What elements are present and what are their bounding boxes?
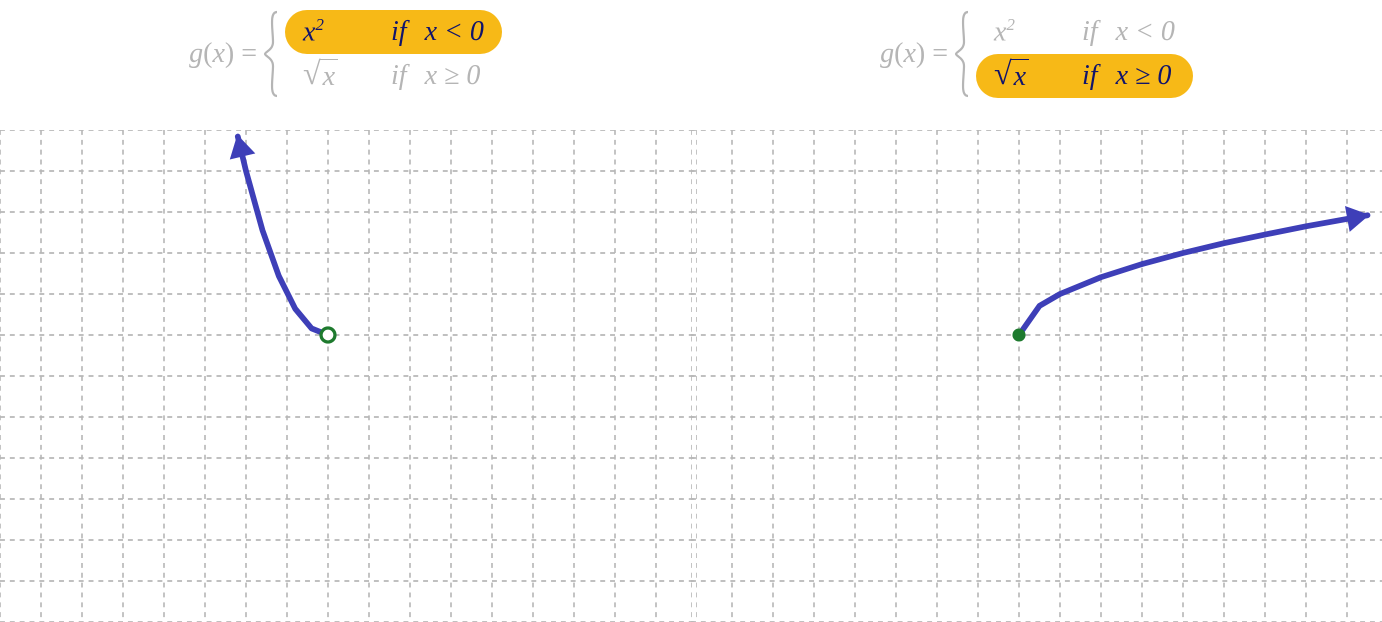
formula-lhs: g(x) =	[189, 38, 257, 70]
case2-if: if	[1082, 60, 1098, 92]
figure-container: g(x) = x2 if x < 0	[0, 0, 1382, 604]
case2-expr: √ x	[994, 59, 1064, 94]
piecewise-cases: x2 if x < 0 √ x if x ≥ 0	[976, 10, 1193, 98]
right-formula: g(x) = x2 if x < 0	[880, 10, 1193, 98]
case1-expr: x2	[994, 15, 1064, 48]
lhs-x: x	[212, 38, 224, 69]
case1-exp: 2	[315, 15, 323, 34]
case1-cond: x < 0	[1116, 16, 1175, 48]
lhs-equals: =	[932, 38, 948, 69]
lhs-g: g	[880, 38, 894, 69]
case2-surd: √	[303, 59, 321, 88]
case2-expr: √ x	[303, 59, 373, 94]
case1-exp: 2	[1006, 15, 1014, 34]
case1-expr: x2	[303, 15, 373, 48]
case1-base: x	[994, 17, 1006, 48]
brace-icon	[263, 10, 281, 98]
piecewise-cases: x2 if x < 0 √ x if x ≥ 0	[285, 10, 502, 98]
brace-icon	[954, 10, 972, 98]
case1-base: x	[303, 17, 315, 48]
right-formula-area: g(x) = x2 if x < 0	[691, 10, 1382, 110]
lhs-paren-close: )	[225, 38, 234, 69]
left-formula-area: g(x) = x2 if x < 0	[0, 10, 691, 110]
case1-if: if	[391, 16, 407, 48]
case-2-row: √ x if x ≥ 0	[285, 54, 502, 98]
left-graph	[0, 130, 691, 604]
case2-radicand: x	[320, 59, 338, 94]
case2-cond: x ≥ 0	[425, 60, 481, 92]
right-graph-svg	[691, 130, 1382, 622]
right-graph	[691, 130, 1382, 604]
case2-radicand: x	[1011, 59, 1029, 94]
lhs-g: g	[189, 38, 203, 69]
left-graph-svg	[0, 130, 697, 622]
lhs-paren-close: )	[916, 38, 925, 69]
case2-cond: x ≥ 0	[1116, 60, 1172, 92]
case1-if: if	[1082, 16, 1098, 48]
left-panel: g(x) = x2 if x < 0	[0, 0, 691, 604]
lhs-x: x	[903, 38, 915, 69]
case-1-row: x2 if x < 0	[976, 10, 1193, 54]
case-1-row: x2 if x < 0	[285, 10, 502, 54]
lhs-equals: =	[241, 38, 257, 69]
left-formula: g(x) = x2 if x < 0	[189, 10, 502, 98]
sqrt-icon: √ x	[303, 59, 338, 94]
sqrt-icon: √ x	[994, 59, 1029, 94]
case2-if: if	[391, 60, 407, 92]
case1-cond: x < 0	[425, 16, 484, 48]
case2-surd: √	[994, 59, 1012, 88]
right-panel: g(x) = x2 if x < 0	[691, 0, 1382, 604]
case-2-row: √ x if x ≥ 0	[976, 54, 1193, 98]
formula-lhs: g(x) =	[880, 38, 948, 70]
